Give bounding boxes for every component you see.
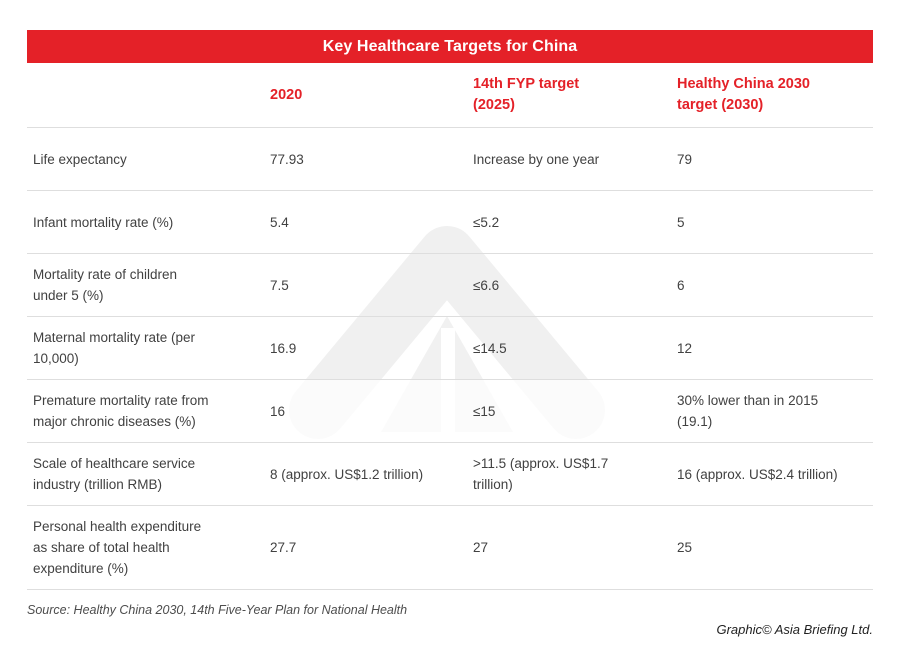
row-label: Infant mortality rate (%) <box>33 214 174 230</box>
table-row-personal-health-expenditure: Personal health expenditure as share of … <box>27 506 873 590</box>
cell-fyp-target: ≤14.5 <box>473 340 507 356</box>
targets-table: 2020 14th FYP target (2025) Healthy Chin… <box>27 63 873 590</box>
cell-hc2030-target: 6 <box>677 277 685 293</box>
table-row-under5-mortality: Mortality rate of children under 5 (%) 7… <box>27 254 873 317</box>
cell-fyp-target: >11.5 (approx. US$1.7 trillion) <box>473 456 609 492</box>
page-title: Key Healthcare Targets for China <box>322 37 578 55</box>
cell-2020: 8 (approx. US$1.2 trillion) <box>270 466 424 482</box>
cell-2020: 16 <box>270 403 286 419</box>
table-row-maternal-mortality: Maternal mortality rate (per 10,000) 16.… <box>27 317 873 380</box>
table-row-premature-mortality: Premature mortality rate from major chro… <box>27 380 873 443</box>
cell-fyp-target: ≤15 <box>473 403 496 419</box>
cell-hc2030-target: 30% lower than in 2015 (19.1) <box>677 393 819 429</box>
table-row-infant-mortality: Infant mortality rate (%) 5.4 ≤5.2 5 <box>27 191 873 254</box>
cell-fyp-target: Increase by one year <box>473 151 600 167</box>
table-row-life-expectancy: Life expectancy 77.93 Increase by one ye… <box>27 128 873 191</box>
row-label: Personal health expenditure as share of … <box>33 519 202 576</box>
cell-fyp-target: ≤5.2 <box>473 214 500 230</box>
cell-hc2030-target: 5 <box>677 214 685 230</box>
column-header-hc2030-target: Healthy China 2030 target (2030) <box>677 76 810 113</box>
cell-2020: 7.5 <box>270 277 289 293</box>
row-label: Mortality rate of children under 5 (%) <box>33 267 178 303</box>
row-label: Life expectancy <box>33 151 127 167</box>
column-header-fyp-target: 14th FYP target (2025) <box>473 76 580 113</box>
cell-hc2030-target: 16 (approx. US$2.4 trillion) <box>677 466 838 482</box>
cell-hc2030-target: 25 <box>677 540 693 555</box>
cell-fyp-target: ≤6.6 <box>473 277 500 293</box>
footer: Source: Healthy China 2030, 14th Five-Ye… <box>27 603 873 637</box>
cell-hc2030-target: 79 <box>677 151 693 167</box>
column-header-2020: 2020 <box>270 86 303 103</box>
table-row-healthcare-industry-scale: Scale of healthcare service industry (tr… <box>27 443 873 506</box>
copyright-credit: Graphic© Asia Briefing Ltd. <box>716 622 873 637</box>
cell-2020: 16.9 <box>270 340 297 356</box>
title-bar: Key Healthcare Targets for China <box>27 30 873 63</box>
cell-2020: 5.4 <box>270 214 289 230</box>
cell-fyp-target: 27 <box>473 540 489 555</box>
content: Key Healthcare Targets for China 2020 14… <box>0 30 900 637</box>
cell-2020: 77.93 <box>270 151 304 167</box>
row-label: Scale of healthcare service industry (tr… <box>33 456 196 492</box>
row-label: Maternal mortality rate (per 10,000) <box>33 330 196 366</box>
table-header-row: 2020 14th FYP target (2025) Healthy Chin… <box>27 63 873 128</box>
cell-2020: 27.7 <box>270 540 297 555</box>
source-note: Source: Healthy China 2030, 14th Five-Ye… <box>27 603 408 617</box>
cell-hc2030-target: 12 <box>677 340 693 356</box>
row-label: Premature mortality rate from major chro… <box>33 393 209 429</box>
